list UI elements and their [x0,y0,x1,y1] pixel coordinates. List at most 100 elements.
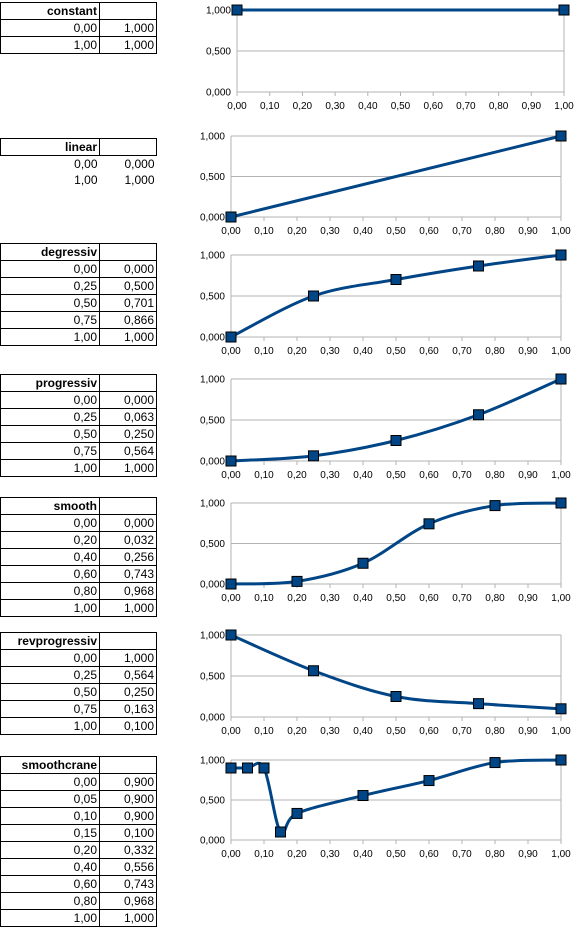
x-value-cell[interactable]: 0,50 [0,683,100,701]
x-value-cell[interactable]: 0,20 [0,531,100,549]
x-value-cell[interactable]: 0,10 [0,807,100,825]
data-point-marker[interactable] [225,762,237,774]
y-value-cell[interactable]: 0,900 [99,790,157,808]
x-value-cell[interactable]: 0,00 [0,773,100,791]
y-value-cell[interactable]: 0,556 [99,858,157,876]
data-point-marker[interactable] [225,331,237,343]
data-point-marker[interactable] [555,754,567,766]
y-value-cell[interactable]: 0,100 [99,717,157,735]
y-value-cell[interactable]: 0,250 [99,425,157,443]
table-header-blank-cell[interactable] [99,374,157,392]
data-point-marker[interactable] [555,249,567,261]
table-header-label[interactable]: smoothcrane [0,756,100,774]
y-value-cell[interactable]: 1,000 [99,328,157,346]
table-header-label[interactable]: revprogressiv [0,632,100,650]
x-value-cell[interactable]: 1,00 [0,36,100,54]
x-value-cell[interactable]: 0,50 [0,425,100,443]
x-value-cell[interactable]: 0,80 [0,582,100,600]
x-value-cell[interactable]: 1,00 [0,328,100,346]
data-point-marker[interactable] [225,629,237,641]
data-point-marker[interactable] [357,557,369,569]
table-header-blank-cell[interactable] [99,497,157,515]
y-value-cell[interactable]: 0,500 [99,277,157,295]
x-value-cell[interactable]: 0,00 [0,19,100,37]
y-value-cell[interactable]: 0,000 [99,391,157,409]
x-value-cell[interactable]: 0,75 [0,311,100,329]
y-value-cell[interactable]: 0,564 [99,666,157,684]
data-point-marker[interactable] [473,409,484,421]
y-value-cell[interactable]: 1,000 [99,19,157,37]
y-value-cell[interactable]: 1,000 [99,649,157,667]
x-value-cell[interactable]: 0,00 [74,157,98,171]
x-value-cell[interactable]: 0,00 [0,514,100,532]
x-value-cell[interactable]: 0,60 [0,875,100,893]
x-value-cell[interactable]: 1,00 [0,717,100,735]
y-value-cell[interactable]: 0,163 [99,700,157,718]
x-value-cell[interactable]: 1,00 [0,909,100,927]
x-value-cell[interactable]: 0,25 [0,666,100,684]
data-point-marker[interactable] [423,518,435,530]
data-point-marker[interactable] [291,575,303,587]
y-value-cell[interactable]: 1,000 [124,173,155,187]
data-point-marker[interactable] [390,435,402,446]
y-value-cell[interactable]: 0,000 [99,260,157,278]
data-point-marker[interactable] [308,450,319,462]
table-header-blank-cell[interactable] [99,756,157,774]
table-header-label[interactable]: linear [0,138,100,156]
y-value-cell[interactable]: 0,900 [99,807,157,825]
x-value-cell[interactable]: 0,75 [0,700,100,718]
y-value-cell[interactable]: 1,000 [99,459,157,477]
y-value-cell[interactable]: 0,250 [99,683,157,701]
x-value-cell[interactable]: 0,00 [0,391,100,409]
data-point-marker[interactable] [473,260,484,272]
x-value-cell[interactable]: 0,15 [0,824,100,842]
data-point-marker[interactable] [275,826,286,838]
table-header-blank-cell[interactable] [99,632,157,650]
y-value-cell[interactable]: 0,866 [99,311,157,329]
data-point-marker[interactable] [423,775,435,787]
x-value-cell[interactable]: 1,00 [0,599,100,617]
y-value-cell[interactable]: 0,332 [99,841,157,859]
x-value-cell[interactable]: 1,00 [0,459,100,477]
y-value-cell[interactable]: 0,701 [99,294,157,312]
y-value-cell[interactable]: 0,968 [99,892,157,910]
data-point-marker[interactable] [555,130,567,142]
y-value-cell[interactable]: 1,000 [99,36,157,54]
y-value-cell[interactable]: 0,000 [124,157,155,171]
x-value-cell[interactable]: 0,40 [0,548,100,566]
y-value-cell[interactable]: 0,564 [99,442,157,460]
x-value-cell[interactable]: 0,25 [0,277,100,295]
data-point-marker[interactable] [225,455,237,467]
x-value-cell[interactable]: 0,50 [0,294,100,312]
y-value-cell[interactable]: 0,743 [99,875,157,893]
data-point-marker[interactable] [291,807,303,819]
data-point-marker[interactable] [555,373,567,385]
x-value-cell[interactable]: 0,00 [0,260,100,278]
data-point-marker[interactable] [242,762,253,774]
y-value-cell[interactable]: 0,968 [99,582,157,600]
data-point-marker[interactable] [558,4,570,16]
data-point-marker[interactable] [231,4,243,16]
y-value-cell[interactable]: 0,256 [99,548,157,566]
y-value-cell[interactable]: 0,063 [99,408,157,426]
x-value-cell[interactable]: 0,05 [0,790,100,808]
data-point-marker[interactable] [489,500,501,512]
data-point-marker[interactable] [555,703,567,715]
x-value-cell[interactable]: 0,20 [0,841,100,859]
data-point-marker[interactable] [225,578,237,590]
y-value-cell[interactable]: 0,032 [99,531,157,549]
x-value-cell[interactable]: 0,25 [0,408,100,426]
data-point-marker[interactable] [489,757,501,769]
table-header-blank-cell[interactable] [99,138,157,156]
table-header-label[interactable]: smooth [0,497,100,515]
data-point-marker[interactable] [357,790,369,802]
x-value-cell[interactable]: 0,75 [0,442,100,460]
table-header-label[interactable]: degressiv [0,243,100,261]
y-value-cell[interactable]: 0,900 [99,773,157,791]
table-header-blank-cell[interactable] [99,2,157,20]
table-header-blank-cell[interactable] [99,243,157,261]
y-value-cell[interactable]: 1,000 [99,599,157,617]
data-point-marker[interactable] [308,665,319,677]
y-value-cell[interactable]: 0,000 [99,514,157,532]
x-value-cell[interactable]: 1,00 [74,173,98,187]
